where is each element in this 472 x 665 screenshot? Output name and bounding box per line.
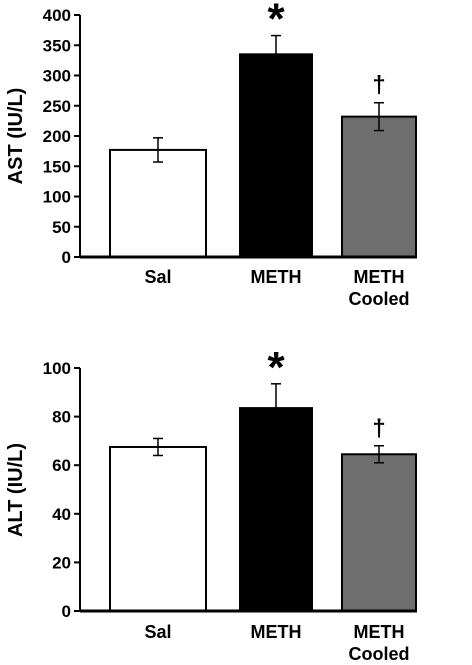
alt-y-tick-label: 0 [62, 602, 71, 621]
alt-y-tick-label: 60 [52, 456, 71, 475]
ast-category-label: METH [251, 267, 302, 287]
alt-category-label: Cooled [349, 644, 410, 664]
ast-y-tick-label: 300 [43, 67, 71, 86]
ast-category-label: Sal [144, 267, 171, 287]
ast-y-tick-label: 150 [43, 157, 71, 176]
alt-category-label: METH [354, 622, 405, 642]
alt-category-label: Sal [144, 622, 171, 642]
ast-y-tick-label: 200 [43, 127, 71, 146]
ast-y-axis-title: AST (IU/L) [5, 88, 27, 185]
ast-chart: 0 50 100 150 200 250 300 350 400 AST (IU/L) Sal * ME… [5, 0, 417, 309]
ast-y-tick-label: 0 [62, 248, 71, 267]
ast-y-tick-label: 50 [52, 218, 71, 237]
ast-y-tick-label: 250 [43, 97, 71, 116]
alt-bar [239, 407, 313, 612]
alt-y-tick-label: 20 [52, 553, 71, 572]
alt-significance-marker: * [267, 343, 285, 392]
ast-significance-marker: † [372, 72, 385, 99]
ast-category-label: Cooled [349, 289, 410, 309]
ast-y-tick-label: 350 [43, 36, 71, 55]
ast-bar [109, 148, 207, 258]
alt-y-tick-label: 80 [52, 408, 71, 427]
ast-bar [341, 115, 417, 258]
alt-y-tick-label: 40 [52, 505, 71, 524]
alt-significance-marker: † [372, 415, 385, 442]
alt-category-label: METH [251, 622, 302, 642]
ast-category-label: METH [354, 267, 405, 287]
ast-bar [239, 53, 313, 259]
ast-significance-marker: * [267, 0, 285, 44]
ast-y-tick-label: 100 [43, 188, 71, 207]
alt-y-axis-title: ALT (IU/L) [5, 443, 27, 537]
alt-bar [341, 453, 417, 613]
alt-y-tick-label: 100 [43, 359, 71, 378]
alt-bar [109, 445, 207, 612]
ast-y-tick-label: 400 [43, 6, 71, 25]
